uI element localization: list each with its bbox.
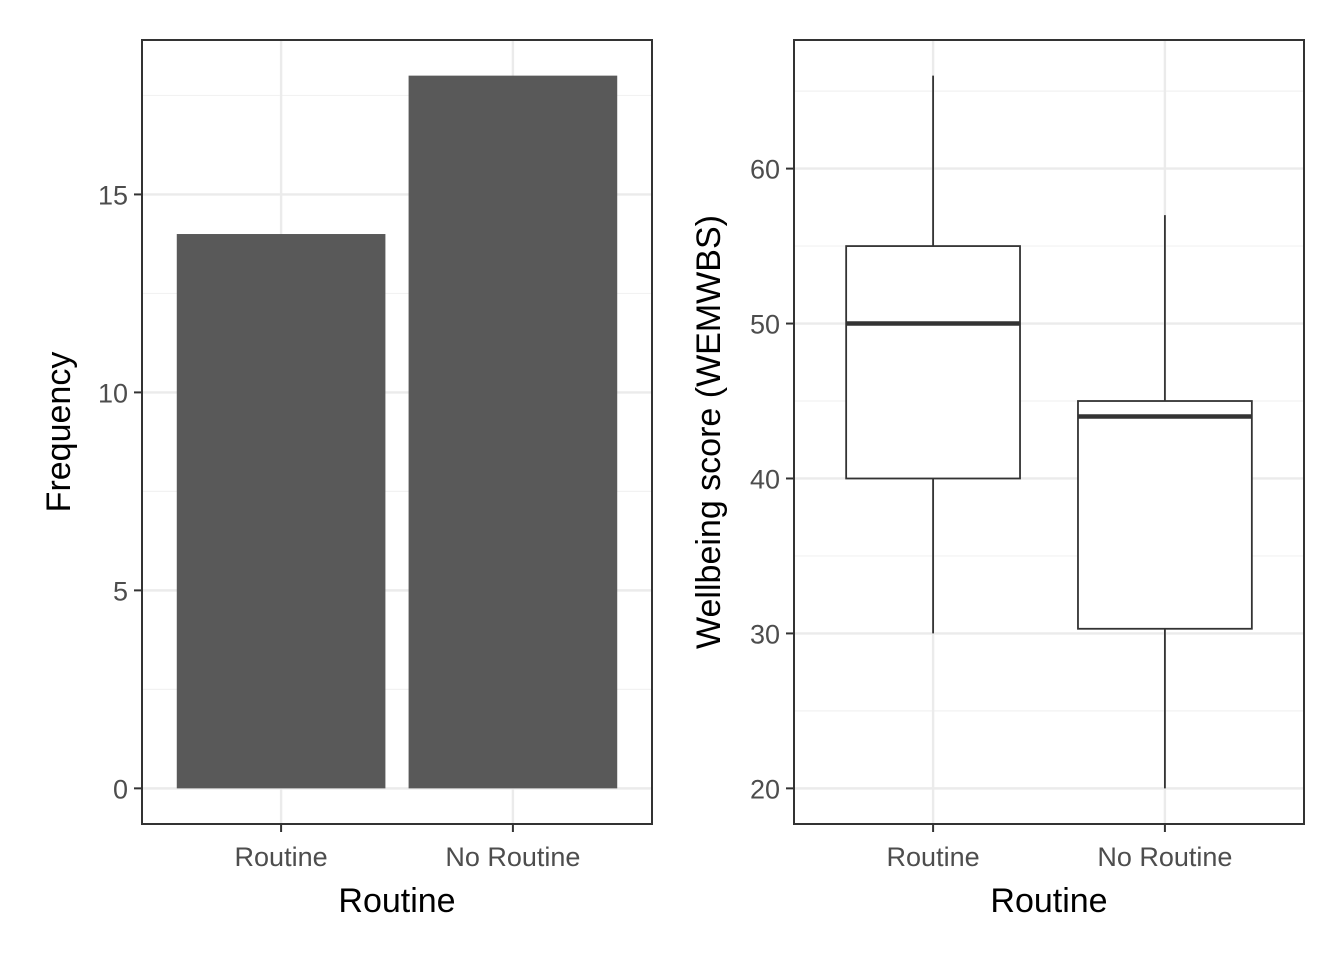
y-axis-title: Wellbeing score (WEMWBS) [690,215,728,649]
x-tick-label: No Routine [445,842,580,872]
box [845,245,1021,480]
x-axis-title: Routine [338,882,455,920]
y-tick-label: 60 [750,155,780,185]
panel-border [141,39,653,825]
y-axis-title: Frequency [40,352,78,513]
bar [176,234,386,789]
y-tick-label: 40 [750,464,780,494]
x-tick-label: No Routine [1097,842,1232,872]
y-tick-label: 10 [98,378,128,408]
y-tick-label: 20 [750,774,780,804]
x-axis-title: Routine [990,882,1107,920]
bar [408,75,618,789]
boxplot-panel: 20 30 40 50 60 Routine No Routine Routine Wellbe… [690,39,1305,920]
y-tick-label: 0 [113,774,128,804]
box [1077,400,1253,630]
y-tick-label: 5 [113,576,128,606]
y-tick-label: 30 [750,619,780,649]
x-tick-label: Routine [887,842,980,872]
panel-border [793,39,1305,825]
bar-chart-panel: 0 5 10 15 Routine No Routine Routine Frequency [40,39,653,920]
y-tick-label: 15 [98,180,128,210]
y-tick-label: 50 [750,310,780,340]
x-tick-label: Routine [235,842,328,872]
